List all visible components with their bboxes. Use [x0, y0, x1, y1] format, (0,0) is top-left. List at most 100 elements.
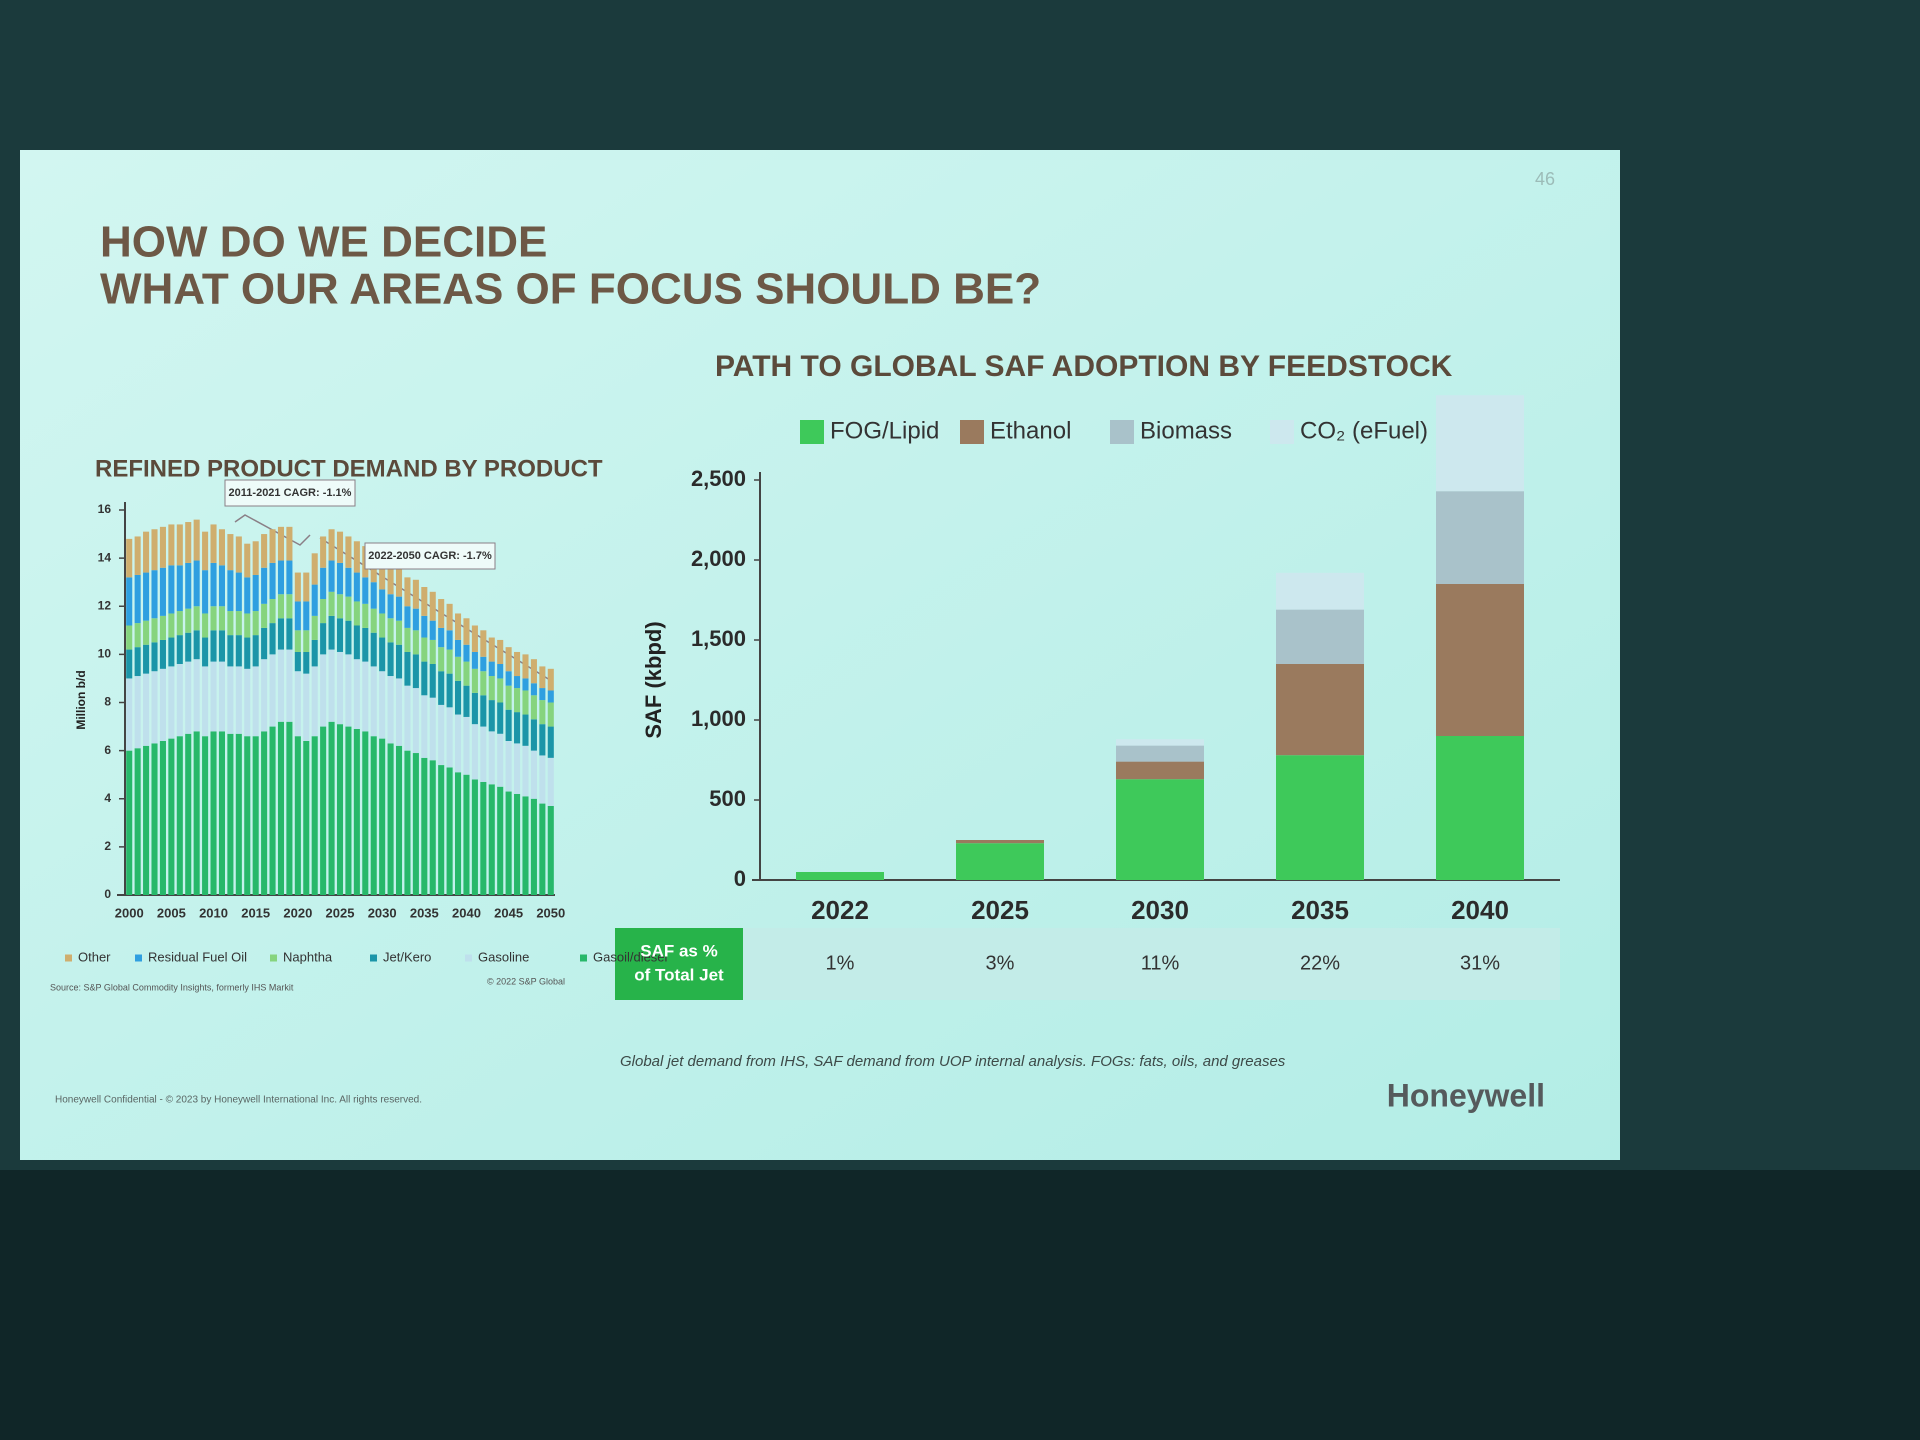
bar-segment — [143, 644, 150, 674]
y-tick-label: 0 — [104, 887, 111, 901]
bar-segment — [539, 755, 546, 804]
table-label: SAF as % — [640, 941, 717, 960]
bar-segment — [370, 736, 377, 895]
legend-swatch — [370, 954, 377, 962]
legend-swatch — [960, 420, 984, 444]
bar-segment — [429, 591, 436, 621]
bar-segment — [294, 601, 301, 631]
bar-segment — [421, 615, 428, 638]
bar-segment — [505, 671, 512, 686]
x-tick-label: 2040 — [1451, 895, 1509, 925]
bar-segment — [235, 635, 242, 667]
bar-segment — [404, 651, 411, 686]
bar-segment — [168, 666, 175, 739]
bar-segment — [168, 637, 175, 667]
bar-segment — [185, 522, 192, 563]
bar-segment — [134, 748, 141, 895]
bar-segment — [168, 613, 175, 638]
bar-segment — [210, 731, 217, 895]
bar-segment — [387, 594, 394, 619]
bar-segment — [244, 577, 251, 614]
bar-segment — [193, 731, 200, 895]
bar-segment — [429, 620, 436, 640]
bar-segment — [387, 618, 394, 643]
bar-segment — [286, 649, 293, 722]
bar-segment — [185, 632, 192, 662]
bar-segment — [438, 671, 445, 705]
bar-segment — [143, 531, 150, 573]
bar-segment — [218, 606, 225, 631]
bar-segment — [514, 793, 521, 895]
bar-segment — [252, 574, 259, 612]
bar-segment — [471, 625, 478, 652]
bar-segment — [227, 666, 234, 734]
bar-segment — [446, 603, 453, 631]
bar-segment — [530, 750, 537, 799]
logo: Honeywell — [1387, 1077, 1545, 1113]
bar-segment — [455, 639, 462, 657]
bar-segment — [320, 726, 327, 895]
bar-segment — [488, 784, 495, 895]
table-cell: 22% — [1300, 952, 1340, 974]
bar-segment — [455, 613, 462, 640]
bar-segment — [505, 647, 512, 672]
bar-segment — [353, 541, 360, 573]
bar-segment — [438, 647, 445, 672]
copyright-note: © 2022 S&P Global — [487, 976, 565, 986]
bar-segment — [505, 685, 512, 710]
bar-segment — [252, 611, 259, 636]
bar-segment — [244, 543, 251, 578]
bar-segment — [218, 731, 225, 895]
bar-segment — [463, 774, 470, 895]
bar-segment — [362, 661, 369, 732]
bar-segment — [412, 753, 419, 895]
bar-segment — [159, 567, 166, 616]
bar-segment — [277, 560, 285, 595]
bar-segment — [429, 639, 436, 664]
bar-segment — [294, 630, 301, 652]
bar-segment — [345, 620, 352, 655]
bar-segment — [311, 736, 318, 895]
bar-segment — [235, 733, 242, 895]
bar-segment — [353, 625, 360, 660]
bar-segment — [126, 750, 133, 895]
legend-swatch — [270, 954, 277, 962]
bar-segment — [471, 724, 478, 780]
bar-segment — [328, 721, 335, 895]
bar-segment — [336, 531, 344, 563]
bar-segment — [151, 671, 158, 744]
table-cell: 1% — [826, 952, 855, 974]
bar-segment — [311, 584, 318, 616]
bar-segment — [497, 678, 504, 703]
bar-segment — [134, 623, 141, 648]
bar-segment — [328, 560, 335, 592]
y-tick-label: 1,000 — [691, 706, 746, 731]
bar-segment — [387, 676, 394, 744]
bar-segment — [261, 627, 268, 660]
bar-segment — [488, 637, 495, 662]
bar-segment — [471, 668, 478, 693]
bar-segment — [514, 743, 521, 794]
bar-segment — [210, 606, 217, 631]
bar-segment — [404, 606, 411, 628]
bar-segment — [1436, 491, 1524, 584]
bar-segment — [168, 565, 175, 614]
bar-segment — [328, 529, 335, 561]
bar-segment — [379, 589, 386, 614]
bar-segment — [269, 529, 276, 563]
bar-segment — [446, 630, 453, 650]
source-note: Source: S&P Global Commodity Insights, f… — [50, 982, 294, 992]
legend-swatch — [465, 954, 472, 962]
bar-segment — [311, 615, 318, 640]
bar-segment — [429, 697, 436, 761]
bar-segment — [151, 743, 158, 895]
bar-segment — [303, 601, 310, 631]
bar-segment — [370, 666, 377, 737]
bar-segment — [438, 704, 445, 766]
bar-segment — [277, 721, 285, 895]
bar-segment — [193, 606, 200, 631]
bar-segment — [395, 596, 403, 621]
bar-segment — [539, 724, 546, 756]
bar-segment — [185, 661, 192, 734]
